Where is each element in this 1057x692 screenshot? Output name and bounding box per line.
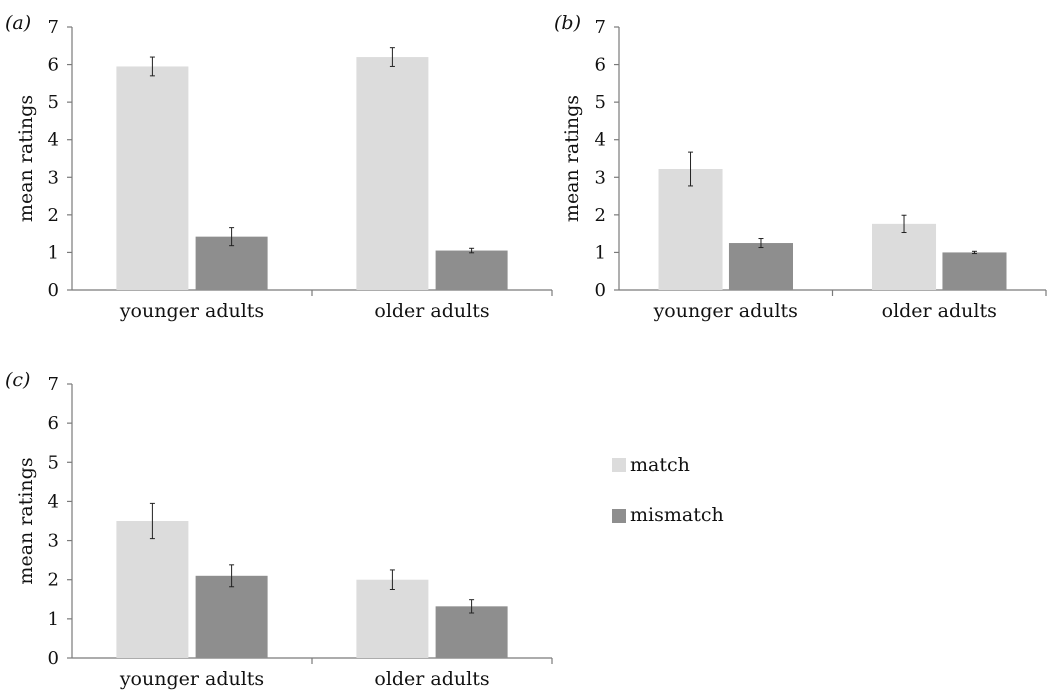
y-tick-label: 0 <box>48 280 59 301</box>
y-tick-label: 6 <box>595 55 606 76</box>
y-tick-label: 4 <box>48 130 59 151</box>
y-tick-label: 7 <box>595 17 606 38</box>
y-axis-title: mean ratings <box>561 95 583 222</box>
y-tick-label: 3 <box>48 167 59 188</box>
legend-label-match: match <box>630 454 690 476</box>
legend: match mismatch <box>612 454 724 526</box>
y-axis-title: mean ratings <box>15 457 37 584</box>
y-tick-label: 5 <box>48 92 59 113</box>
y-tick-label: 6 <box>48 413 59 434</box>
chart-panel: 0 1 2 3 4 5 6 7 mean ratings (b) younger adults old… <box>554 12 1047 322</box>
legend-label-mismatch: mismatch <box>630 504 724 526</box>
legend-item-match: match <box>612 454 690 476</box>
bar-match <box>658 169 723 290</box>
y-tick-label: 5 <box>595 92 606 113</box>
bar-match <box>116 521 189 658</box>
y-tick-label: 2 <box>48 205 59 226</box>
x-category-label: older adults <box>374 300 489 322</box>
y-tick-label: 1 <box>595 242 606 263</box>
y-tick-label: 1 <box>48 242 59 263</box>
y-tick-label: 2 <box>48 570 59 591</box>
x-category-label: older adults <box>882 300 997 322</box>
y-axis-title: mean ratings <box>15 95 37 222</box>
bar-mismatch <box>942 252 1007 290</box>
bar-match <box>116 66 189 290</box>
bar-mismatch <box>728 243 794 290</box>
bar-match <box>356 57 429 290</box>
y-tick-label: 0 <box>595 280 606 301</box>
panel-label: (c) <box>5 369 30 391</box>
legend-swatch-mismatch <box>612 509 626 523</box>
y-tick-label: 3 <box>595 167 606 188</box>
bar-mismatch <box>435 606 508 658</box>
panel-label: (b) <box>554 12 581 34</box>
x-category-label: older adults <box>374 668 489 690</box>
y-tick-label: 6 <box>48 55 59 76</box>
y-tick-label: 2 <box>595 205 606 226</box>
chart-panel: 0 1 2 3 4 5 6 7 mean ratings (c) younger adults old… <box>5 369 553 690</box>
y-tick-label: 3 <box>48 531 59 552</box>
y-tick-label: 0 <box>48 648 59 669</box>
y-tick-label: 5 <box>48 452 59 473</box>
bar-mismatch <box>195 575 268 658</box>
y-tick-label: 4 <box>48 491 59 512</box>
bar-match <box>871 223 937 290</box>
legend-swatch-match <box>612 458 626 472</box>
x-category-label: younger adults <box>119 300 264 322</box>
y-tick-label: 7 <box>48 17 59 38</box>
y-tick-label: 1 <box>48 609 59 630</box>
chart-panel: 0 1 2 3 4 5 6 7 mean ratings (a) younger adults old… <box>5 12 553 322</box>
panel-label: (a) <box>5 12 31 34</box>
x-category-label: younger adults <box>653 300 798 322</box>
legend-item-mismatch: mismatch <box>612 504 724 526</box>
y-tick-label: 7 <box>48 374 59 395</box>
bar-mismatch <box>435 250 508 290</box>
x-category-label: younger adults <box>119 668 264 690</box>
y-tick-label: 4 <box>595 130 606 151</box>
bar-match <box>356 579 429 658</box>
